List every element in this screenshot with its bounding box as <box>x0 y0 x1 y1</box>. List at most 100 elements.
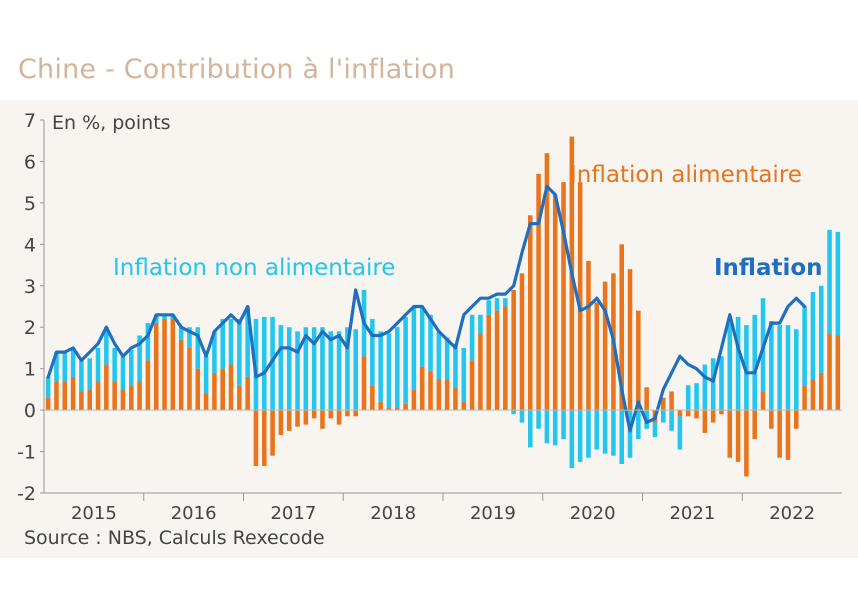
bar-nonfood <box>577 410 583 462</box>
bar-nonfood <box>411 306 417 390</box>
bar-food <box>303 410 309 425</box>
bar-nonfood <box>436 331 442 380</box>
bar-nonfood <box>627 410 633 458</box>
bar-food <box>220 368 226 411</box>
y-tick-label: 0 <box>24 400 36 422</box>
bar-nonfood <box>793 329 799 411</box>
bar-nonfood <box>552 410 558 446</box>
bar-food <box>561 182 566 411</box>
y-tick-label: 7 <box>24 110 36 132</box>
bar-nonfood <box>353 329 359 411</box>
bar-food <box>810 379 816 411</box>
bar-food <box>112 381 117 411</box>
bar-food <box>295 410 300 427</box>
bar-nonfood <box>295 331 300 411</box>
bar-nonfood <box>178 327 184 340</box>
bar-food <box>394 408 400 411</box>
bar-nonfood <box>594 410 600 450</box>
bar-nonfood <box>827 229 832 334</box>
bar-food <box>785 410 791 460</box>
bars-layer <box>45 136 841 477</box>
bar-nonfood <box>702 364 708 411</box>
chart-svg: -2 -1 0 1 2 3 4 5 6 7 2015 2016 2017 2018 2019 2020 2021… <box>17 110 842 549</box>
bar-food <box>95 381 101 411</box>
bar-nonfood <box>394 327 400 409</box>
bar-food <box>286 410 292 431</box>
bar-food <box>145 360 151 411</box>
bar-food <box>544 153 550 411</box>
bar-nonfood <box>719 356 724 411</box>
bar-food <box>178 339 184 411</box>
bar-nonfood <box>278 325 284 411</box>
bar-nonfood <box>727 323 733 411</box>
bar-nonfood <box>785 325 791 411</box>
bar-food <box>228 364 234 411</box>
bar-food <box>503 306 508 411</box>
bar-food <box>685 410 691 417</box>
bar-nonfood <box>486 300 492 315</box>
bar-food <box>760 391 766 411</box>
bar-nonfood <box>527 410 533 448</box>
x-year-label: 2019 <box>470 503 516 524</box>
bar-nonfood <box>245 306 250 377</box>
bar-nonfood <box>162 314 167 319</box>
bar-nonfood <box>419 306 425 367</box>
bar-food <box>153 323 159 411</box>
bar-nonfood <box>328 331 334 411</box>
bar-food <box>328 410 334 419</box>
bar-food <box>253 410 259 467</box>
x-year-label: 2022 <box>769 503 815 524</box>
annotation-inflation: Inflation <box>714 255 823 281</box>
bar-nonfood <box>403 316 408 404</box>
bar-food <box>519 273 525 411</box>
bar-nonfood <box>120 356 126 390</box>
bar-nonfood <box>519 410 525 423</box>
bar-food <box>710 410 716 423</box>
line-layer <box>46 184 807 433</box>
bar-nonfood <box>444 337 450 380</box>
bar-food <box>586 260 591 411</box>
bar-food <box>469 360 475 411</box>
bar-nonfood <box>752 314 758 411</box>
bar-nonfood <box>769 321 774 411</box>
bar-food <box>536 173 541 411</box>
bar-food <box>128 385 134 411</box>
bar-food <box>636 310 641 411</box>
bar-nonfood <box>270 316 275 411</box>
y-tick-label: 4 <box>24 234 36 256</box>
bar-nonfood <box>469 314 475 361</box>
bar-food <box>719 410 724 415</box>
bar-nonfood <box>62 352 68 382</box>
bar-nonfood <box>137 335 142 382</box>
bar-nonfood <box>336 331 342 411</box>
source-note: Source : NBS, Calculs Rexecode <box>24 527 325 549</box>
bar-food <box>278 410 284 435</box>
bar-nonfood <box>212 331 217 373</box>
bar-food <box>261 410 267 467</box>
y-tick-label: -1 <box>17 442 36 464</box>
inflation-line <box>46 184 807 433</box>
bar-nonfood <box>586 410 591 458</box>
bar-nonfood <box>685 385 691 411</box>
bar-food <box>453 387 458 411</box>
bar-food <box>104 364 109 411</box>
x-year-label: 2015 <box>71 503 117 524</box>
bar-food <box>511 289 516 411</box>
bar-nonfood <box>128 350 134 386</box>
bar-nonfood <box>112 347 117 382</box>
y-tick-label: 3 <box>24 276 36 298</box>
bar-food <box>320 410 325 429</box>
bar-nonfood <box>735 316 741 411</box>
bar-food <box>237 385 242 411</box>
bar-food <box>835 335 841 411</box>
bar-food <box>403 403 408 411</box>
bar-food <box>386 408 392 411</box>
bar-nonfood <box>237 318 242 386</box>
bar-food <box>769 410 774 429</box>
chart-panel: -2 -1 0 1 2 3 4 5 6 7 2015 2016 2017 2018 2019 2020 2021… <box>0 100 858 558</box>
bar-nonfood <box>320 327 325 411</box>
bar-food <box>444 379 450 411</box>
bar-nonfood <box>602 410 608 454</box>
bar-food <box>594 302 600 411</box>
bar-food <box>170 318 176 411</box>
